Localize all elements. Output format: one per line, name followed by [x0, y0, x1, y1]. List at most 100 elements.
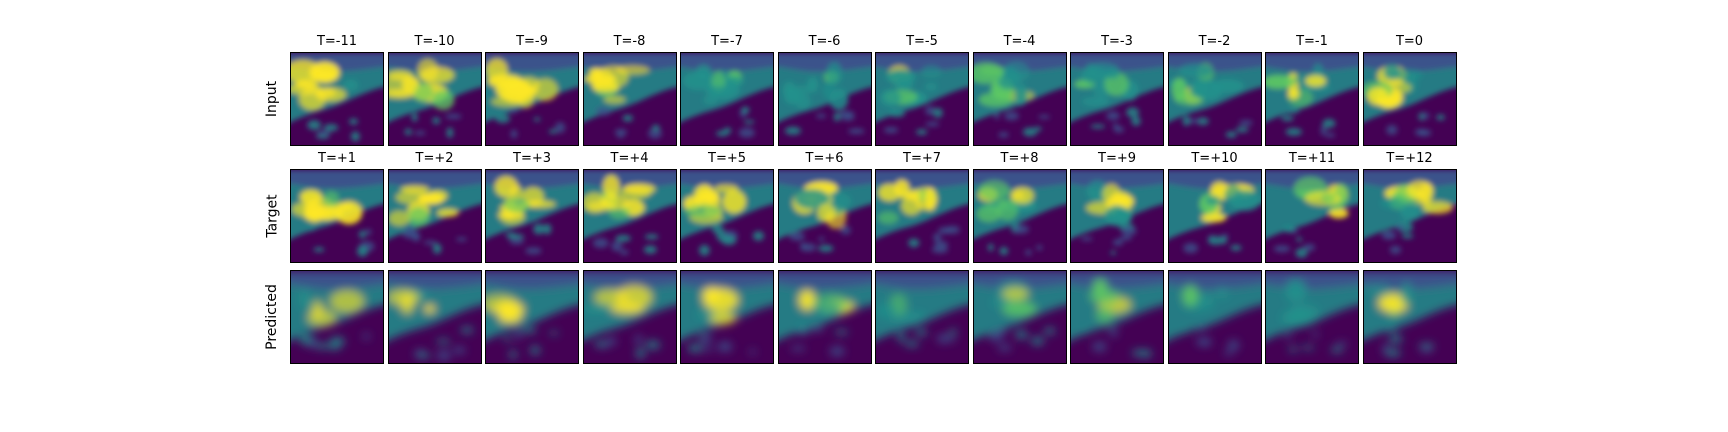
- field-image: [778, 53, 871, 145]
- field-panel: [290, 270, 384, 364]
- field-panel: [777, 270, 872, 364]
- field-image: [876, 53, 968, 145]
- panel-title: T=0: [1395, 34, 1424, 49]
- field-image: [1071, 53, 1163, 145]
- field-image: [973, 170, 1066, 262]
- field-image: [681, 271, 773, 363]
- field-image: [778, 170, 871, 262]
- field-image: [291, 271, 383, 363]
- field-panel: [582, 270, 677, 364]
- field-panel: [1167, 52, 1262, 146]
- panel-title: T=-11: [316, 34, 358, 49]
- panel-title: T=-7: [711, 34, 743, 49]
- field-image: [1363, 170, 1456, 262]
- field-image: [486, 170, 578, 262]
- field-panel: [875, 52, 969, 146]
- field-image: [388, 53, 481, 145]
- field-panel: [485, 270, 579, 364]
- field-panel: [680, 52, 774, 146]
- field-panel: [680, 270, 774, 364]
- field-panel: [1070, 52, 1164, 146]
- field-image: [583, 170, 676, 262]
- panel-title: T=+12: [1386, 151, 1433, 166]
- field-panel: [680, 169, 774, 263]
- field-image: [1168, 53, 1261, 145]
- field-panel: [1167, 270, 1262, 364]
- field-image: [1363, 53, 1456, 145]
- panel-title: T=-10: [414, 34, 455, 49]
- field-panel: [1362, 52, 1457, 146]
- field-image: [1071, 271, 1163, 363]
- row-label-predicted: Predicted: [263, 284, 280, 350]
- field-panel: [972, 169, 1067, 263]
- field-image: [1168, 170, 1261, 262]
- field-panel: [777, 169, 872, 263]
- field-image: [291, 53, 383, 145]
- panel-title: T=+9: [1098, 151, 1136, 166]
- panel-title: T=+7: [903, 151, 941, 166]
- field-image: [1168, 271, 1261, 363]
- panel-title: T=-6: [808, 34, 841, 49]
- panel-title: T=-4: [1003, 34, 1036, 49]
- field-image: [681, 170, 773, 262]
- row-label-target: Target: [264, 194, 281, 238]
- field-image: [583, 53, 676, 145]
- field-panel: [1265, 169, 1359, 263]
- field-image: [388, 170, 481, 262]
- panel-title: T=-5: [906, 34, 938, 49]
- panel-title: T=-3: [1101, 34, 1133, 49]
- field-panel: [1362, 169, 1457, 263]
- field-panel: [582, 52, 677, 146]
- field-image: [1363, 271, 1456, 363]
- panel-title: T=+6: [805, 151, 844, 166]
- panel-title: T=+3: [513, 151, 551, 166]
- field-image: [388, 271, 481, 363]
- panel-title: T=-1: [1296, 34, 1328, 49]
- panel-title: T=+11: [1288, 151, 1336, 166]
- field-panel: [387, 270, 482, 364]
- field-image: [1266, 53, 1358, 145]
- field-image: [681, 53, 773, 145]
- field-panel: [1362, 270, 1457, 364]
- field-panel: [777, 52, 872, 146]
- field-image: [973, 53, 1066, 145]
- field-panel: [290, 52, 384, 146]
- panel-title: T=-9: [516, 34, 548, 49]
- field-image: [876, 170, 968, 262]
- field-image: [1071, 170, 1163, 262]
- field-panel: [1070, 270, 1164, 364]
- field-panel: [875, 270, 969, 364]
- field-image: [1266, 271, 1358, 363]
- field-image: [291, 170, 383, 262]
- field-panel: [875, 169, 969, 263]
- field-panel: [290, 169, 384, 263]
- field-panel: [972, 52, 1067, 146]
- field-panel: [387, 52, 482, 146]
- field-panel: [1167, 169, 1262, 263]
- field-panel: [1265, 270, 1359, 364]
- field-image: [486, 53, 578, 145]
- field-panel: [972, 270, 1067, 364]
- field-panel: [582, 169, 677, 263]
- field-panel: [1265, 52, 1359, 146]
- panel-title: T=+2: [415, 151, 454, 166]
- field-panel: [485, 169, 579, 263]
- field-panel: [1070, 169, 1164, 263]
- panel-title: T=+5: [708, 151, 746, 166]
- field-image: [778, 271, 871, 363]
- field-image: [583, 271, 676, 363]
- field-image: [486, 271, 578, 363]
- row-label-input: Input: [264, 80, 281, 118]
- field-image: [973, 271, 1066, 363]
- field-panel: [387, 169, 482, 263]
- field-image: [876, 271, 968, 363]
- field-image: [1266, 170, 1358, 262]
- panel-title: T=+4: [610, 151, 649, 166]
- panel-title: T=+1: [318, 151, 356, 166]
- panel-title: T=-8: [613, 34, 646, 49]
- panel-title: T=+8: [1000, 151, 1039, 166]
- panel-title: T=+10: [1191, 151, 1238, 166]
- field-panel: [485, 52, 579, 146]
- panel-title: T=-2: [1198, 34, 1231, 49]
